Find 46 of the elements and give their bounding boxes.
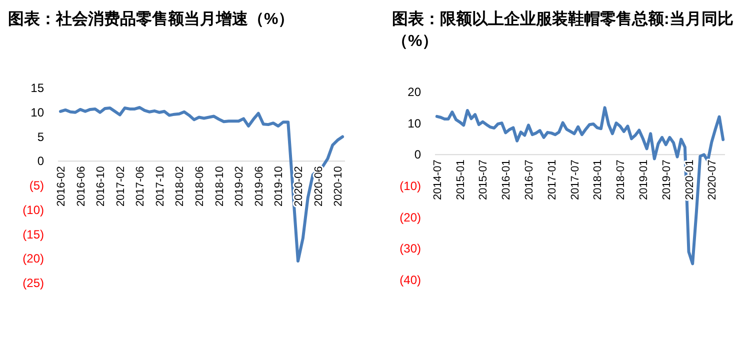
y-tick-label: (20)	[400, 210, 421, 224]
chart-title: 图表：社会消费品零售额当月增速（%）	[8, 10, 294, 28]
y-tick-label: 10	[30, 105, 44, 120]
x-tick-label: 2019-01	[638, 160, 650, 200]
x-tick-label: 2020-02	[292, 166, 305, 206]
x-tick-label: 2020-10	[332, 166, 345, 206]
x-tick-label: 2018-02	[174, 166, 186, 206]
x-tick-label: 2017-10	[154, 166, 166, 206]
x-tick-label: 2015-07	[478, 160, 490, 200]
x-tick-label: 2018-10	[214, 166, 226, 206]
y-tick-label: (40)	[400, 273, 421, 287]
x-tick-label: 2020-07	[706, 160, 719, 200]
y-tick-label: 5	[37, 130, 44, 144]
x-tick-label: 2019-10	[273, 166, 286, 206]
y-tick-label: 0	[37, 154, 44, 168]
x-tick-label: 2016-02	[55, 166, 68, 206]
x-tick-label: 2016-10	[95, 166, 108, 206]
y-tick-label: (5)	[29, 178, 44, 192]
x-tick-label: 2018-01	[592, 160, 604, 200]
x-tick-label: 2015-01	[454, 160, 467, 200]
x-tick-label: 2020-01	[684, 160, 696, 200]
x-tick-label: 2017-01	[546, 160, 558, 200]
y-tick-label: 10	[408, 116, 422, 130]
x-tick-label: 2016-07	[523, 160, 536, 200]
x-tick-label: 2019-07	[660, 160, 673, 200]
y-tick-label: (30)	[400, 242, 421, 256]
x-tick-label: 2018-06	[194, 166, 206, 206]
x-tick-label: 2016-01	[500, 160, 513, 200]
x-tick-label: 2020-06	[312, 166, 325, 206]
x-tick-label: 2014-07	[432, 160, 444, 200]
y-tick-label: (25)	[22, 276, 44, 290]
y-tick-label: (20)	[22, 252, 44, 266]
x-tick-label: 2017-02	[114, 166, 127, 206]
x-tick-label: 2017-06	[134, 166, 147, 206]
x-tick-label: 2019-02	[234, 166, 246, 206]
y-tick-label: 15	[30, 81, 44, 95]
x-tick-label: 2019-06	[253, 166, 266, 206]
y-tick-label: (10)	[400, 179, 421, 193]
x-tick-label: 2018-07	[615, 160, 628, 200]
y-tick-label: 0	[414, 148, 422, 162]
x-tick-label: 2016-06	[75, 166, 88, 206]
y-tick-label: (10)	[22, 202, 44, 217]
y-tick-label: (15)	[22, 227, 44, 242]
y-tick-label: 20	[408, 85, 422, 99]
chart-title: 图表：限额以上企业服装鞋帽零售总额:当月同比（%）	[392, 10, 734, 50]
x-tick-label: 2017-07	[569, 160, 582, 200]
